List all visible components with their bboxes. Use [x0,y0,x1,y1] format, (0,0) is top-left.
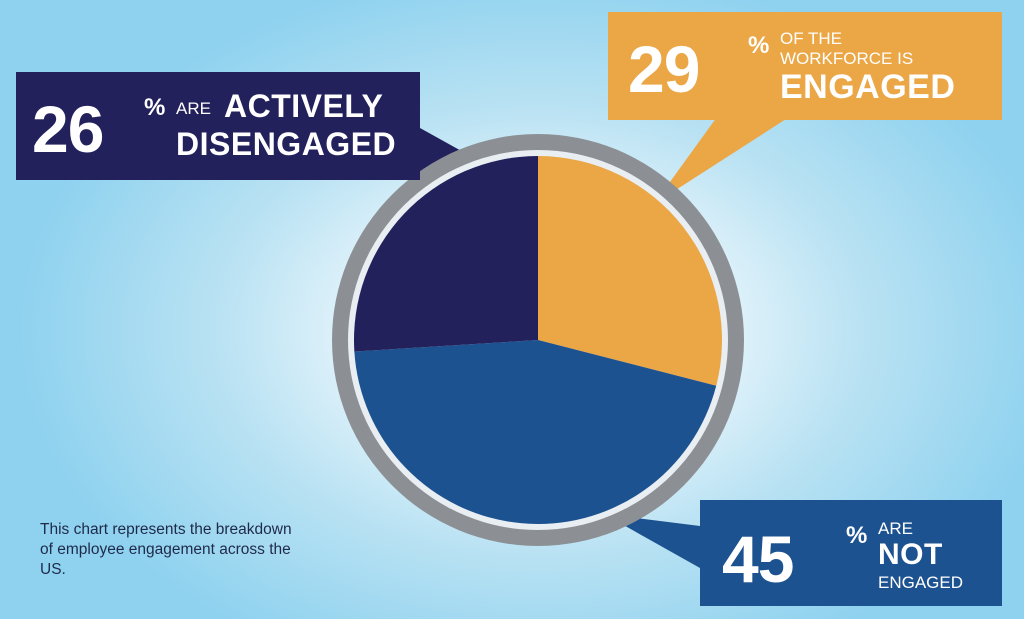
pie-slice-not-engaged [354,340,717,525]
not-engaged-number: 45 [722,522,794,596]
pie-slice-engaged [538,156,723,386]
not-engaged-line3: ENGAGED [878,573,964,592]
disengaged-callout: 26 % ARE ACTIVELY DISENGAGED [16,72,420,180]
disengaged-percent-sign: % [144,94,166,121]
chart-description: This chart represents the breakdown of e… [40,521,292,578]
disengaged-line2-bold: DISENGAGED [176,126,397,162]
not-engaged-callout-tail [604,514,700,568]
pie-slice-actively-disengaged [354,156,538,352]
disengaged-line1: ARE [176,99,211,118]
not-engaged-line2-bold: NOT [878,538,943,571]
disengaged-number: 26 [32,92,104,166]
engaged-line2: WORKFORCE IS [780,49,914,68]
engaged-line1: OF THE [780,29,843,48]
disengaged-line1-bold: ACTIVELY [224,88,384,124]
not-engaged-line1: ARE [878,519,913,538]
engaged-line3-bold: ENGAGED [780,68,956,106]
engaged-callout: 29 % OF THE WORKFORCE IS ENGAGED [608,12,1002,120]
engaged-percent-sign: % [748,32,770,59]
not-engaged-callout: 45 % ARE NOT ENGAGED [700,500,1002,606]
not-engaged-percent-sign: % [846,522,868,549]
pie-slices [354,156,723,525]
engaged-number: 29 [628,32,700,106]
engaged-callout-tail [654,110,800,204]
